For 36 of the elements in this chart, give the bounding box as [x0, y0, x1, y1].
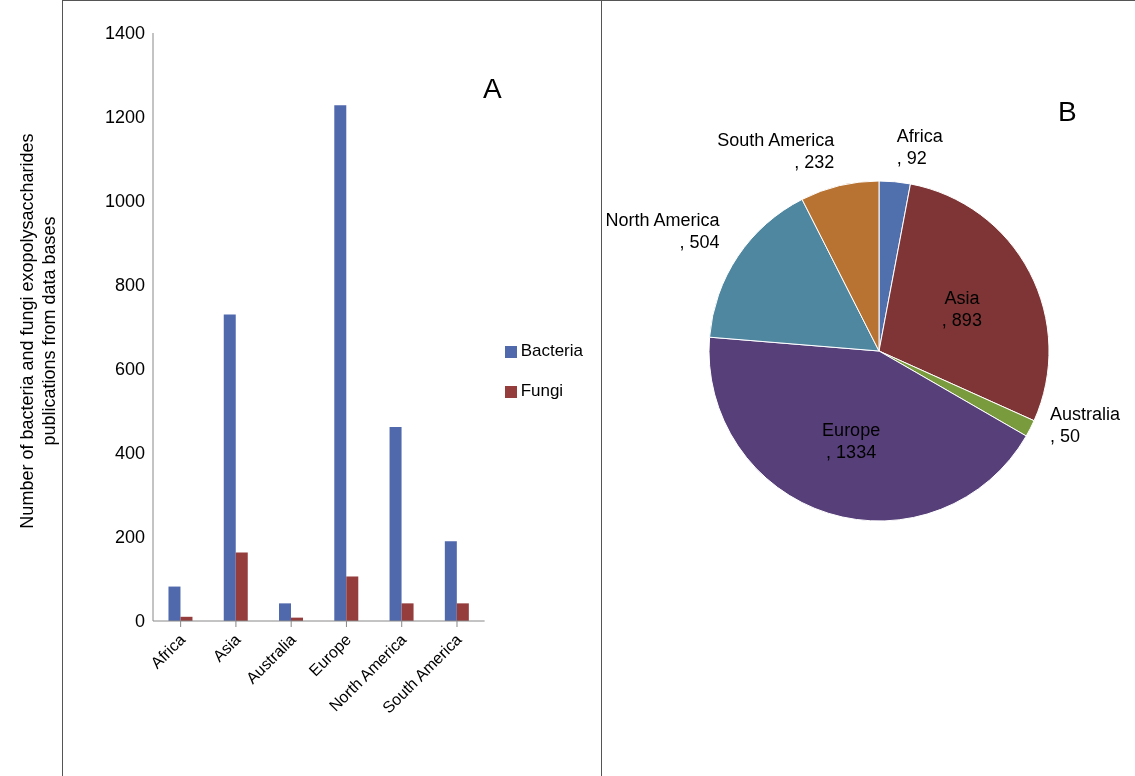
bar — [444, 541, 457, 621]
legend-label: Bacteria — [520, 341, 583, 360]
slice-label: South America — [717, 130, 836, 151]
bar — [401, 603, 414, 621]
bar — [235, 552, 248, 621]
bar — [334, 105, 347, 621]
bar — [168, 586, 181, 621]
y-tick-label: 200 — [114, 527, 145, 548]
chart-title: B — [1058, 96, 1077, 128]
y-tick-label: 1400 — [104, 23, 145, 44]
data-label: , 232 — [794, 152, 835, 173]
y-tick-label: 800 — [114, 275, 145, 296]
slice-label: Europe — [822, 420, 881, 441]
y-tick-label: 1000 — [104, 191, 145, 212]
bar — [389, 426, 402, 621]
x-tick-label: Asia — [209, 630, 244, 665]
y-axis-title: Number of bacteria and fungi exopolysaccharides publications from data bases — [16, 132, 60, 531]
bar — [456, 603, 469, 621]
slice-label: Australia — [1049, 404, 1121, 425]
data-label: , 504 — [679, 231, 720, 252]
data-label: , 1334 — [826, 442, 877, 463]
y-tick-label: 600 — [114, 359, 145, 380]
y-tick-label: 0 — [134, 611, 145, 632]
bar — [223, 314, 236, 621]
data-label: , 893 — [941, 309, 982, 330]
data-label: , 50 — [1049, 426, 1080, 447]
data-label: , 92 — [896, 147, 927, 168]
y-tick-label: 1200 — [104, 107, 145, 128]
y-tick-label: 400 — [114, 443, 145, 464]
slice-label: North America — [605, 209, 721, 230]
bar — [346, 576, 359, 621]
legend-label: Fungi — [520, 381, 564, 400]
text: A — [483, 73, 502, 105]
slice-label: Africa — [896, 125, 944, 146]
bar — [279, 603, 292, 621]
slice-label: Asia — [944, 287, 981, 308]
